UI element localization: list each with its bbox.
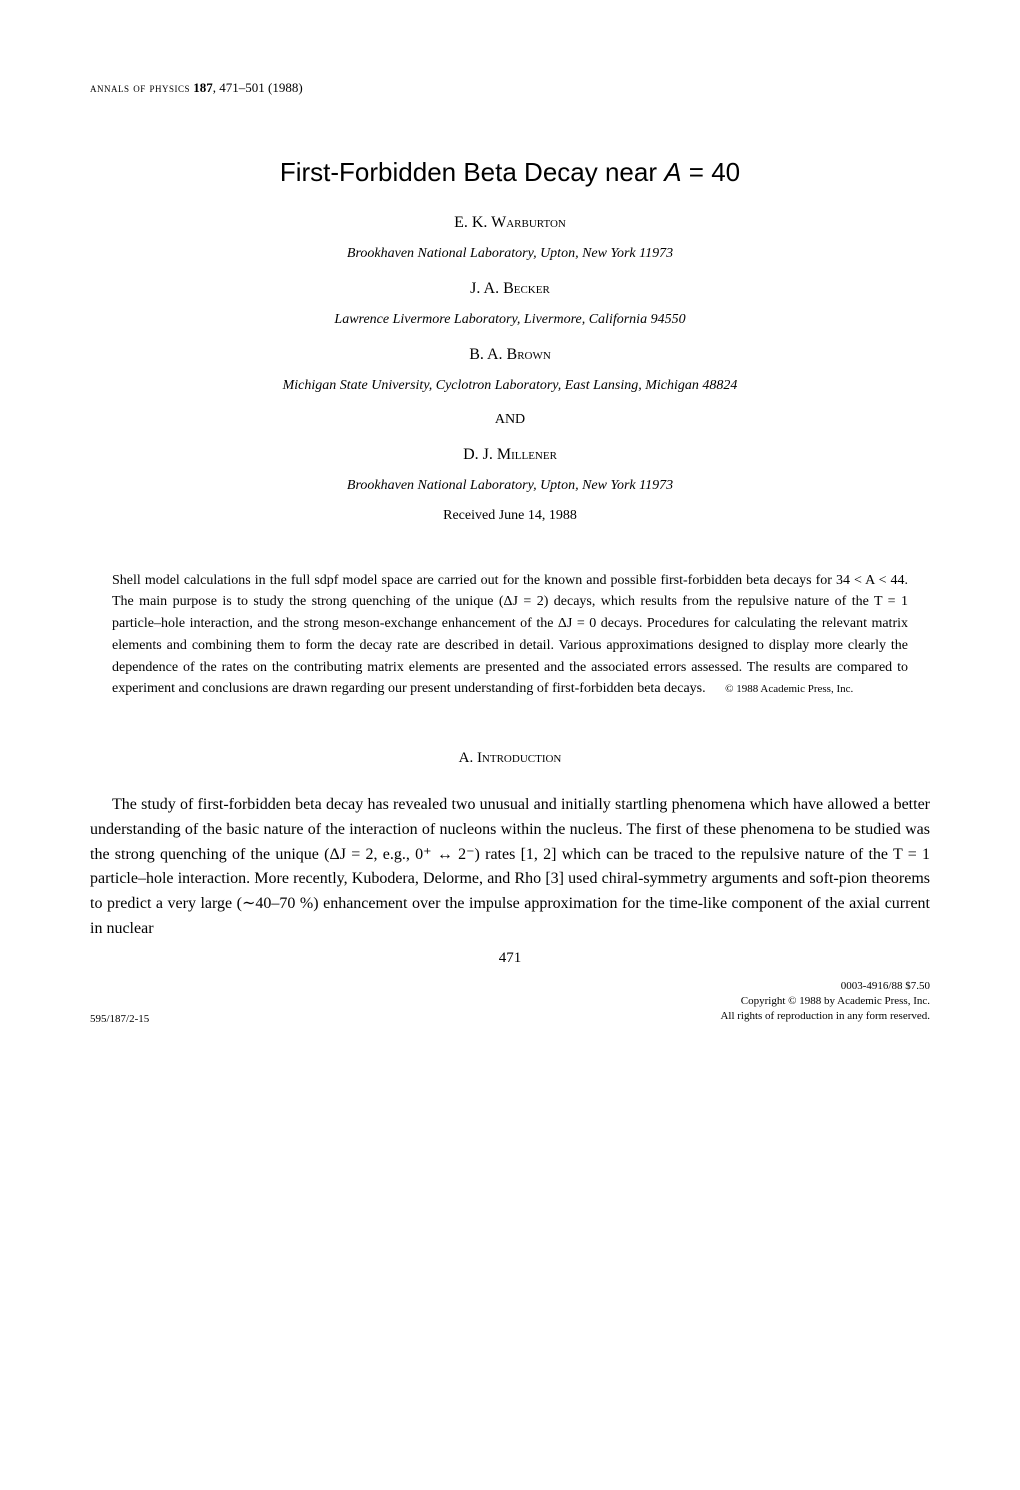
journal-name: annals of physics	[90, 80, 190, 95]
page-footer: 595/187/2-15 0003-4916/88 $7.50 Copyrigh…	[90, 979, 930, 1025]
journal-volume: 187	[193, 80, 213, 95]
abstract-text: Shell model calculations in the full sdp…	[112, 573, 908, 696]
received-date: Received June 14, 1988	[90, 508, 930, 524]
and-connector: AND	[90, 412, 930, 428]
section-heading: A. Introduction	[90, 750, 930, 767]
author-name-4: D. J. Millener	[90, 446, 930, 464]
page-number: 471	[90, 950, 930, 967]
author-affiliation-1: Brookhaven National Laboratory, Upton, N…	[90, 246, 930, 262]
journal-pages: 471–501	[219, 80, 265, 95]
footer-rights: All rights of reproduction in any form r…	[720, 1009, 930, 1024]
footer-issn: 0003-4916/88 $7.50	[720, 979, 930, 994]
author-name-1: E. K. Warburton	[90, 214, 930, 232]
journal-header: annals of physics 187, 471–501 (1988)	[90, 80, 930, 96]
author-affiliation-2: Lawrence Livermore Laboratory, Livermore…	[90, 312, 930, 328]
abstract: Shell model calculations in the full sdp…	[112, 570, 908, 700]
journal-year: (1988)	[268, 80, 303, 95]
footer-copyright: Copyright © 1988 by Academic Press, Inc.	[720, 994, 930, 1009]
footer-left: 595/187/2-15	[90, 1013, 149, 1025]
author-affiliation-4: Brookhaven National Laboratory, Upton, N…	[90, 478, 930, 494]
author-name-2: J. A. Becker	[90, 280, 930, 298]
footer-right: 0003-4916/88 $7.50 Copyright © 1988 by A…	[720, 979, 930, 1025]
body-paragraph: The study of first-forbidden beta decay …	[90, 793, 930, 942]
article-title: First-Forbidden Beta Decay near A = 40	[90, 156, 930, 190]
author-affiliation-3: Michigan State University, Cyclotron Lab…	[90, 378, 930, 394]
abstract-copyright: © 1988 Academic Press, Inc.	[725, 683, 853, 695]
author-name-3: B. A. Brown	[90, 346, 930, 364]
